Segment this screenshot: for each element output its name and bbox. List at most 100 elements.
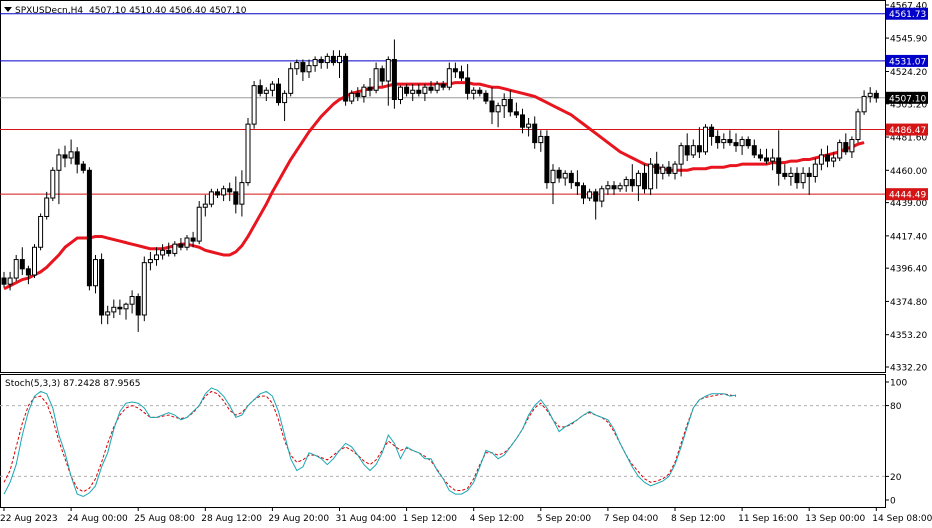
- candle-bear: [611, 185, 617, 190]
- candle-bear: [300, 62, 306, 73]
- candle-bear: [227, 188, 233, 193]
- candle-bull: [154, 254, 159, 261]
- candle-bull: [44, 197, 50, 217]
- candle-bear: [391, 58, 397, 101]
- candle-bear: [629, 179, 635, 187]
- candle-bear: [233, 191, 239, 205]
- candle-bull: [678, 145, 684, 165]
- candle-bull: [660, 166, 666, 174]
- candle-bear: [715, 135, 721, 144]
- time-tick-label: 11 Sep 16:00: [738, 514, 798, 524]
- candle-bear: [843, 142, 849, 153]
- candle-bear: [806, 172, 812, 177]
- candle-bear: [477, 89, 483, 94]
- stoch-axis: 100 80 20 0: [885, 379, 907, 507]
- candle-bear: [520, 114, 525, 128]
- price-line-box: [886, 188, 928, 201]
- candle-bear: [666, 166, 672, 174]
- candle-bear: [135, 296, 141, 316]
- time-tick-label: 28 Aug 12:00: [201, 514, 262, 524]
- candle-bull: [373, 68, 379, 91]
- price-line-box: [886, 54, 928, 67]
- candle-bear: [751, 145, 757, 156]
- candle-bear: [825, 154, 830, 162]
- candle-bull: [867, 92, 873, 97]
- candle-bull: [562, 172, 568, 179]
- price-lines: [0, 13, 885, 195]
- candle-bull: [495, 105, 501, 113]
- candle-bull: [739, 139, 745, 147]
- time-tick-label: 7 Sep 04:00: [604, 514, 659, 524]
- price-axis: 4567.40 4545.90 4524.20 4503.20 4481.60 4460.…: [885, 2, 927, 374]
- stoch-tick-label: 0: [890, 497, 896, 507]
- candle-bull: [337, 55, 342, 64]
- candle-bear: [873, 92, 879, 99]
- time-tick-label: 29 Aug 20:00: [268, 514, 329, 524]
- candle-bull: [111, 306, 117, 313]
- candles: [1, 39, 879, 332]
- candle-bear: [428, 86, 434, 91]
- candle-bull: [550, 169, 556, 184]
- candle-bear: [794, 172, 800, 184]
- candle-bull: [202, 203, 208, 208]
- candle-bull: [703, 126, 708, 153]
- candle-bull: [788, 172, 794, 177]
- candle-bear: [318, 58, 324, 64]
- price-line-label: 4531.07: [889, 57, 926, 67]
- candle-bull: [599, 188, 605, 202]
- dropdown-triangle-icon[interactable]: [4, 7, 12, 12]
- stoch-lines: [3, 387, 737, 498]
- candle-bull: [208, 191, 214, 205]
- candle-bull: [855, 111, 861, 141]
- candle-bull: [245, 123, 251, 184]
- candle-bull: [410, 89, 416, 94]
- candle-bull: [361, 86, 367, 97]
- price-tick-label: 4396.40: [890, 265, 927, 275]
- candle-bear: [86, 169, 92, 287]
- candle-bull: [56, 154, 62, 171]
- moving-average: [3, 81, 865, 291]
- candle-bull: [501, 99, 507, 107]
- candle-bear: [178, 243, 184, 248]
- candle-bull: [471, 89, 477, 94]
- time-tick-label: 14 Sep 08:00: [872, 514, 932, 524]
- stoch-signal-line: [3, 390, 737, 493]
- candle-bear: [782, 172, 788, 177]
- candle-bull: [831, 157, 837, 162]
- candle-bear: [452, 68, 458, 73]
- candle-bear: [117, 306, 123, 310]
- candle-bear: [1, 277, 7, 285]
- price-line-label: 4486.47: [889, 126, 926, 136]
- candle-bear: [367, 86, 373, 91]
- candle-bear: [330, 55, 336, 64]
- candle-bear: [568, 172, 574, 184]
- time-axis: 22 Aug 2023 24 Aug 00:00 25 Aug 08:00 28 Au…: [0, 507, 932, 524]
- candle-bear: [343, 55, 349, 102]
- candle-bull: [282, 92, 288, 104]
- candle-bull: [32, 246, 37, 276]
- stoch-tick-label: 80: [890, 402, 902, 412]
- candle-bear: [507, 99, 513, 113]
- candle-bear: [166, 249, 172, 254]
- candle-bear: [709, 126, 715, 137]
- candle-bull: [837, 142, 843, 159]
- candle-bull: [398, 86, 403, 101]
- candle-bull: [105, 311, 111, 316]
- candle-bull: [324, 55, 330, 64]
- candle-bear: [513, 111, 519, 116]
- candle-bear: [581, 185, 586, 199]
- price-line-box: [886, 7, 928, 20]
- candle-bull: [288, 68, 294, 94]
- time-tick-label: 31 Aug 04:00: [336, 514, 397, 524]
- candle-bull: [349, 92, 355, 102]
- candle-bull: [434, 83, 440, 91]
- price-tick-label: 4524.20: [890, 68, 927, 78]
- candle-bear: [556, 169, 562, 179]
- candle-bear: [757, 154, 763, 159]
- price-line-label: 4561.73: [889, 10, 926, 20]
- time-tick-label: 22 Aug 2023: [0, 514, 58, 524]
- candle-bull: [172, 243, 178, 254]
- candle-bear: [74, 151, 80, 165]
- candle-bull: [526, 123, 532, 128]
- candle-bear: [25, 268, 31, 276]
